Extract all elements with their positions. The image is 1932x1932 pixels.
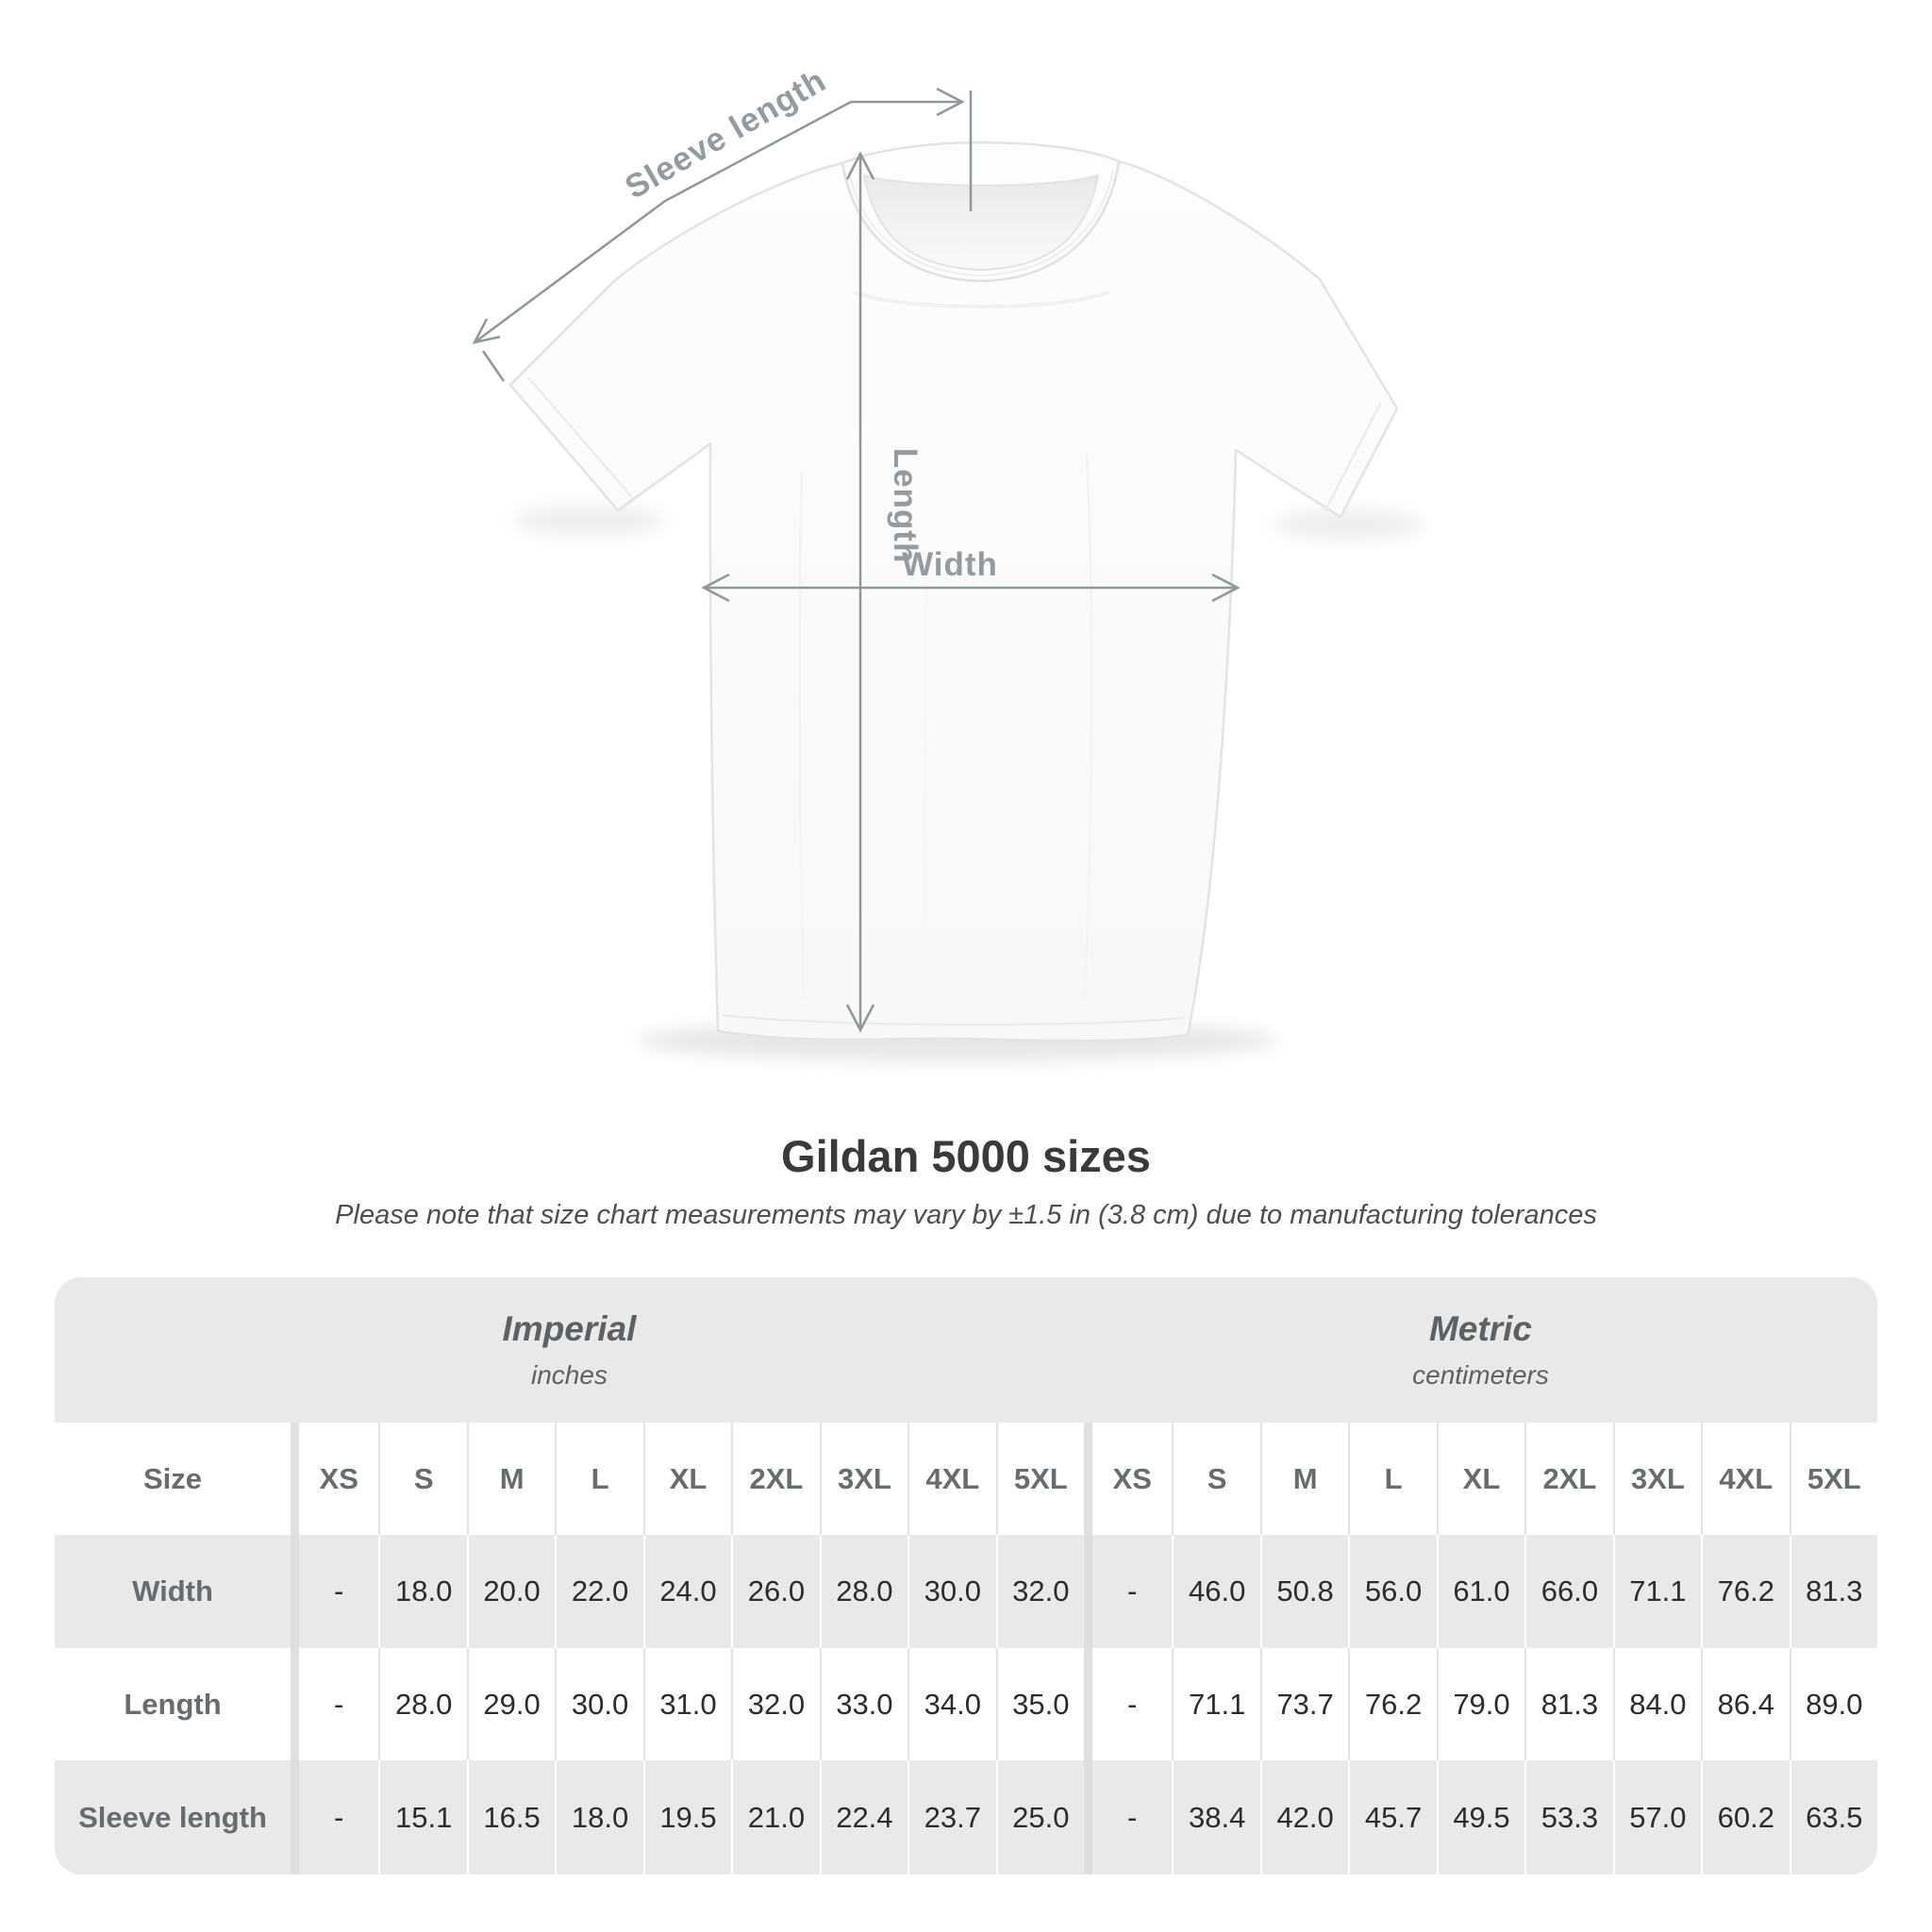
section-unit: inches <box>531 1360 608 1390</box>
row-label: Length <box>55 1648 291 1760</box>
size-column-header: 5XL <box>1789 1423 1877 1535</box>
value-cell: 46.0 <box>1172 1535 1260 1648</box>
size-column-header: L <box>555 1423 643 1535</box>
size-column-header: 2XL <box>731 1423 820 1535</box>
size-column-header: S <box>378 1423 467 1535</box>
length-label: Length <box>887 448 924 564</box>
size-column-header: 4XL <box>908 1423 996 1535</box>
value-cell: 19.5 <box>642 1760 732 1874</box>
arrow-down-left-icon <box>472 318 501 344</box>
size-column-header: M <box>1259 1423 1349 1535</box>
cuff-tail-line <box>481 350 506 382</box>
value-cell: - <box>1083 1648 1173 1760</box>
value-cell: 25.0 <box>995 1760 1084 1874</box>
metric-section-header: Metric centimeters <box>1083 1277 1877 1423</box>
arrow-down-icon <box>845 1004 875 1033</box>
row-label: Width <box>55 1535 291 1648</box>
value-cell: 49.5 <box>1436 1760 1525 1874</box>
size-column-header: 4XL <box>1701 1423 1790 1535</box>
value-cell: 89.0 <box>1789 1648 1877 1760</box>
value-cell: 24.0 <box>642 1535 732 1648</box>
arrow-up-icon <box>845 151 875 180</box>
value-cell: 33.0 <box>819 1648 908 1760</box>
value-cell: 61.0 <box>1436 1535 1525 1648</box>
value-cell: 86.4 <box>1701 1648 1790 1760</box>
page-title: Gildan 5000 sizes <box>781 1131 1151 1181</box>
value-cell: 42.0 <box>1259 1760 1349 1874</box>
tshirt-graphic <box>508 141 1399 1042</box>
value-cell: 18.0 <box>378 1535 467 1648</box>
value-cell: 32.0 <box>731 1648 820 1760</box>
value-cell: 28.0 <box>819 1535 908 1648</box>
value-cell: 50.8 <box>1259 1535 1349 1648</box>
value-cell: 81.3 <box>1789 1535 1877 1648</box>
value-cell: 45.7 <box>1348 1760 1437 1874</box>
size-column-header: XS <box>1083 1423 1173 1535</box>
size-table-grid: Imperial inches Metric centimeters Size XS S M L… <box>55 1277 1877 1874</box>
value-cell: 30.0 <box>908 1535 996 1648</box>
value-cell: 21.0 <box>731 1760 820 1874</box>
row-label: Sleeve length <box>55 1760 291 1874</box>
value-cell: 35.0 <box>995 1648 1084 1760</box>
value-cell: 84.0 <box>1612 1648 1702 1760</box>
value-cell: 26.0 <box>731 1535 820 1648</box>
value-cell: 22.4 <box>819 1760 908 1874</box>
size-column-header: 2XL <box>1524 1423 1613 1535</box>
tolerance-note: Please note that size chart measurements… <box>335 1200 1597 1230</box>
value-cell: 53.3 <box>1524 1760 1613 1874</box>
imperial-section-header: Imperial inches <box>55 1277 1084 1423</box>
sleeve-dim-diagonal-line <box>474 100 852 344</box>
section-name: Imperial <box>502 1309 637 1348</box>
value-cell: 57.0 <box>1612 1760 1702 1874</box>
value-cell: 71.1 <box>1172 1648 1260 1760</box>
size-column-header: 5XL <box>995 1423 1084 1535</box>
value-cell: - <box>291 1760 379 1874</box>
value-cell: 20.0 <box>466 1535 556 1648</box>
size-column-header: XL <box>1436 1423 1525 1535</box>
value-cell: 66.0 <box>1524 1535 1613 1648</box>
value-cell: - <box>291 1535 379 1648</box>
measurement-annotations <box>472 87 1241 1033</box>
arrow-right-icon <box>936 87 965 117</box>
value-cell: 60.2 <box>1701 1760 1790 1874</box>
value-cell: 71.1 <box>1612 1535 1702 1648</box>
value-cell: - <box>1083 1760 1173 1874</box>
value-cell: 76.2 <box>1348 1648 1437 1760</box>
value-cell: 79.0 <box>1436 1648 1525 1760</box>
value-cell: 15.1 <box>378 1760 467 1874</box>
value-cell: 56.0 <box>1348 1535 1437 1648</box>
value-cell: 81.3 <box>1524 1648 1613 1760</box>
value-cell: 29.0 <box>466 1648 556 1760</box>
value-cell: - <box>291 1648 379 1760</box>
value-cell: 28.0 <box>378 1648 467 1760</box>
size-column-header: S <box>1172 1423 1260 1535</box>
value-cell: 16.5 <box>466 1760 556 1874</box>
value-cell: 31.0 <box>642 1648 732 1760</box>
size-column-header: M <box>466 1423 556 1535</box>
value-cell: 76.2 <box>1701 1535 1790 1648</box>
arrow-right-icon <box>1211 573 1241 603</box>
value-cell: 38.4 <box>1172 1760 1260 1874</box>
size-column-header: XL <box>642 1423 732 1535</box>
arrow-left-icon <box>701 573 730 603</box>
value-cell: 32.0 <box>995 1535 1084 1648</box>
value-cell: 23.7 <box>908 1760 996 1874</box>
size-column-header: L <box>1348 1423 1437 1535</box>
width-label: Width <box>902 546 998 583</box>
section-unit: centimeters <box>1412 1360 1549 1390</box>
value-cell: - <box>1083 1535 1173 1648</box>
size-header-cell: Size <box>55 1423 291 1535</box>
value-cell: 63.5 <box>1789 1760 1877 1874</box>
value-cell: 73.7 <box>1259 1648 1349 1760</box>
tshirt-diagram: Sleeve length Length Width <box>472 61 1424 1061</box>
value-cell: 30.0 <box>555 1648 643 1760</box>
size-column-header: 3XL <box>819 1423 908 1535</box>
section-name: Metric <box>1428 1309 1532 1348</box>
size-column-header: 3XL <box>1612 1423 1702 1535</box>
value-cell: 18.0 <box>555 1760 643 1874</box>
size-column-header: XS <box>291 1423 379 1535</box>
value-cell: 34.0 <box>908 1648 996 1760</box>
value-cell: 22.0 <box>555 1535 643 1648</box>
